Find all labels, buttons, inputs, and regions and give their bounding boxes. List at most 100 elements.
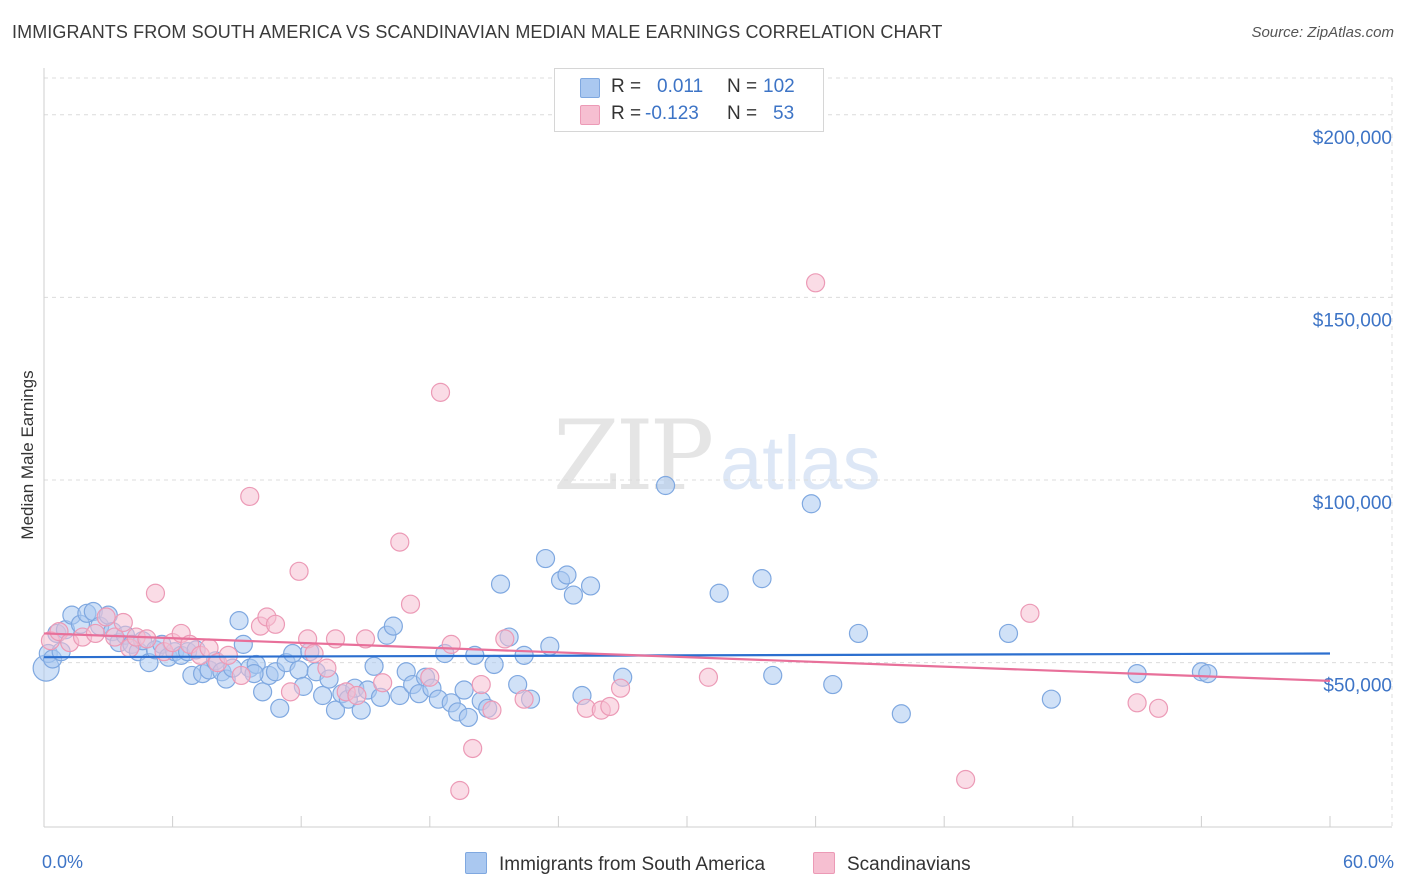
watermark-atlas: atlas [720, 421, 881, 506]
point-immigrants [1041, 689, 1061, 709]
correlation-legend: R = 0.011 N = 102 R = -0.123 N = 53 [554, 68, 824, 132]
point-scandinavians [317, 658, 337, 678]
bottom-legend-swatch-blue [465, 852, 487, 874]
point-scandinavians [113, 612, 133, 633]
point-immigrants [454, 680, 474, 700]
legend-r-value: 0.011 [657, 76, 704, 97]
legend-swatch-pink [580, 105, 600, 125]
bottom-legend-immigrants: Immigrants from South America [465, 852, 765, 876]
point-immigrants [364, 656, 384, 676]
point-immigrants [390, 685, 410, 706]
gridlines [44, 77, 1393, 827]
point-scandinavians [390, 532, 410, 552]
legend-n-value: 102 [763, 76, 795, 97]
bottom-legend-label-scandinavians: Scandinavians [847, 854, 971, 875]
point-scandinavians [610, 678, 631, 698]
bottom-legend-swatch-pink [813, 852, 835, 874]
point-scandinavians [956, 769, 976, 790]
point-immigrants [709, 583, 729, 603]
point-scandinavians [145, 583, 166, 603]
point-immigrants [270, 698, 290, 718]
x-axis-max-label: 60.0% [1342, 852, 1394, 872]
point-immigrants [283, 643, 303, 664]
point-scandinavians [600, 696, 620, 717]
point-immigrants [801, 494, 821, 514]
chart-title: IMMIGRANTS FROM SOUTH AMERICA VS SCANDIN… [12, 22, 943, 42]
point-immigrants [998, 623, 1019, 644]
point-immigrants [325, 700, 346, 720]
point-scandinavians [231, 665, 251, 686]
point-scandinavians [1127, 693, 1147, 713]
point-scandinavians [1020, 603, 1040, 623]
y-axis-label: Median Male Earnings [18, 370, 37, 540]
point-immigrants [557, 565, 577, 585]
point-immigrants [891, 704, 911, 724]
point-immigrants [823, 674, 843, 695]
point-immigrants [458, 707, 478, 728]
point-scandinavians [137, 629, 157, 649]
point-immigrants [484, 654, 504, 675]
y-tick-label: $150,000 [1313, 310, 1392, 331]
point-scandinavians [347, 685, 367, 706]
point-scandinavians [218, 645, 238, 665]
point-scandinavians [265, 614, 286, 634]
point-immigrants [289, 660, 309, 680]
point-scandinavians [304, 643, 324, 664]
legend-r-label: R = [611, 76, 642, 97]
point-scandinavians [373, 673, 393, 693]
point-scandinavians [355, 629, 376, 649]
point-immigrants [580, 576, 601, 596]
point-scandinavians [805, 273, 826, 293]
point-scandinavians [420, 667, 440, 687]
axes [43, 68, 1392, 828]
legend-r-value: -0.123 [645, 103, 699, 124]
point-immigrants [752, 569, 772, 589]
legend-n-value: 53 [773, 103, 795, 124]
point-immigrants [563, 585, 584, 605]
point-scandinavians [514, 689, 534, 709]
bottom-legend-label-immigrants: Immigrants from South America [499, 854, 766, 875]
point-scandinavians [96, 607, 116, 627]
point-scandinavians [698, 667, 719, 687]
point-scandinavians [482, 700, 502, 720]
y-tick-label: $50,000 [1323, 676, 1392, 697]
trend-line-immigrants [43, 652, 1331, 659]
x-axis-min-label: 0.0% [42, 852, 84, 872]
point-scandinavians [289, 561, 309, 581]
point-scandinavians [495, 629, 515, 649]
point-scandinavians [240, 486, 260, 507]
point-scandinavians [85, 623, 106, 644]
watermark-zip: ZIP [553, 400, 714, 512]
bottom-legend-scandinavians: Scandinavians [813, 852, 971, 876]
trend-line-scandinavians [43, 632, 1331, 683]
source-label: Source: ZipAtlas.com [1251, 24, 1394, 41]
legend-n-label: N = [727, 103, 758, 124]
point-immigrants [253, 682, 273, 702]
point-immigrants [848, 623, 869, 644]
y-tick-label: $200,000 [1313, 128, 1392, 149]
point-immigrants [655, 475, 676, 496]
point-scandinavians [450, 780, 470, 801]
point-immigrants [233, 634, 253, 654]
point-immigrants [490, 574, 511, 594]
point-immigrants [383, 616, 403, 636]
point-scandinavians [471, 674, 491, 695]
point-scandinavians [280, 682, 301, 702]
y-tick-labels: $50,000 $100,000 $150,000 $200,000 [1313, 128, 1392, 697]
series-scandinavians-points [40, 273, 1169, 801]
point-immigrants [763, 665, 783, 686]
trend-lines [43, 632, 1331, 683]
point-immigrants [313, 685, 333, 706]
legend-r-label: R = [611, 103, 642, 124]
point-scandinavians [430, 382, 451, 402]
point-immigrants [1198, 663, 1218, 684]
y-tick-label: $100,000 [1313, 493, 1392, 514]
point-scandinavians [441, 634, 461, 654]
point-immigrants [535, 548, 556, 569]
legend-swatch-blue [580, 78, 600, 98]
legend-n-label: N = [727, 76, 758, 97]
point-scandinavians [463, 738, 483, 759]
point-immigrants [229, 611, 249, 631]
point-scandinavians [400, 594, 421, 614]
